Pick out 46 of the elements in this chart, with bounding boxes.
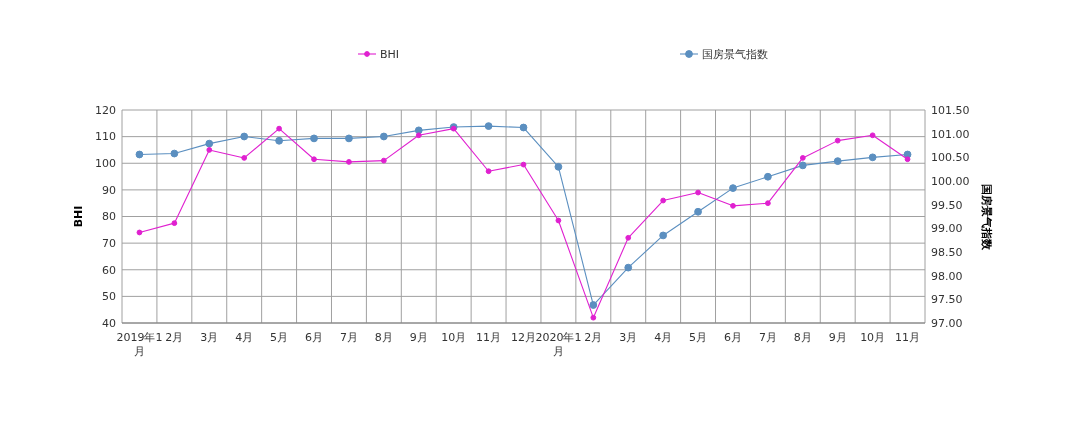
y2-tick-label: 97.50	[931, 293, 963, 307]
x-tick-label: 11月	[895, 331, 921, 344]
y2-tick-label: 97.00	[931, 316, 963, 330]
y2-tick-label: 100.50	[931, 151, 970, 165]
x-tick-label: 10月	[441, 331, 467, 344]
y-tick-label: 50	[102, 290, 116, 304]
y-tick-label: 80	[102, 210, 116, 224]
y-tick-label: 100	[95, 157, 116, 171]
legend-label: BHI	[380, 47, 400, 61]
y2-tick-label: 99.50	[931, 198, 963, 212]
y-tick-label: 60	[102, 263, 116, 277]
x-tick-label: 2月	[165, 331, 184, 344]
x-tick-label: 12月	[511, 331, 536, 344]
x-tick-label: 5月	[689, 331, 708, 344]
x-tick-label: 8月	[793, 331, 812, 344]
x-tick-label: 5月	[270, 331, 289, 344]
x-tick-label: 9月	[828, 331, 847, 344]
x-tick-label: 7月	[339, 331, 358, 344]
y-tick-label: 40	[102, 316, 116, 330]
x-tick-label: 10月	[860, 331, 886, 344]
y2-tick-label: 100.00	[931, 174, 970, 188]
y-axis-title: BHI	[72, 205, 85, 228]
x-tick-label: 7月	[758, 331, 777, 344]
x-tick-label: 9月	[409, 331, 428, 344]
y2-axis-title: 国房景气指数	[980, 183, 993, 251]
x-tick-label: 11月	[476, 331, 502, 344]
x-tick-label: 2019年1月	[116, 331, 163, 358]
x-tick-label: 4月	[235, 331, 254, 344]
y-tick-label: 90	[102, 183, 116, 197]
y2-tick-label: 99.00	[931, 222, 963, 236]
y2-tick-label: 101.50	[931, 103, 970, 117]
y-tick-label: 120	[95, 103, 116, 117]
x-tick-label: 3月	[200, 331, 219, 344]
x-tick-label: 3月	[619, 331, 638, 344]
x-tick-label: 4月	[654, 331, 673, 344]
x-tick-label: 2月	[584, 331, 603, 344]
y-tick-label: 70	[102, 236, 116, 250]
legend-label: 国房景气指数	[702, 47, 768, 61]
y-tick-label: 110	[95, 130, 116, 144]
x-tick-label: 8月	[374, 331, 393, 344]
x-tick-label: 2020年1月	[535, 331, 582, 358]
y2-tick-label: 98.50	[931, 245, 963, 259]
y2-tick-label: 101.00	[931, 127, 970, 141]
x-tick-label: 6月	[723, 331, 742, 344]
y2-tick-label: 98.00	[931, 269, 963, 283]
x-tick-label: 6月	[305, 331, 324, 344]
